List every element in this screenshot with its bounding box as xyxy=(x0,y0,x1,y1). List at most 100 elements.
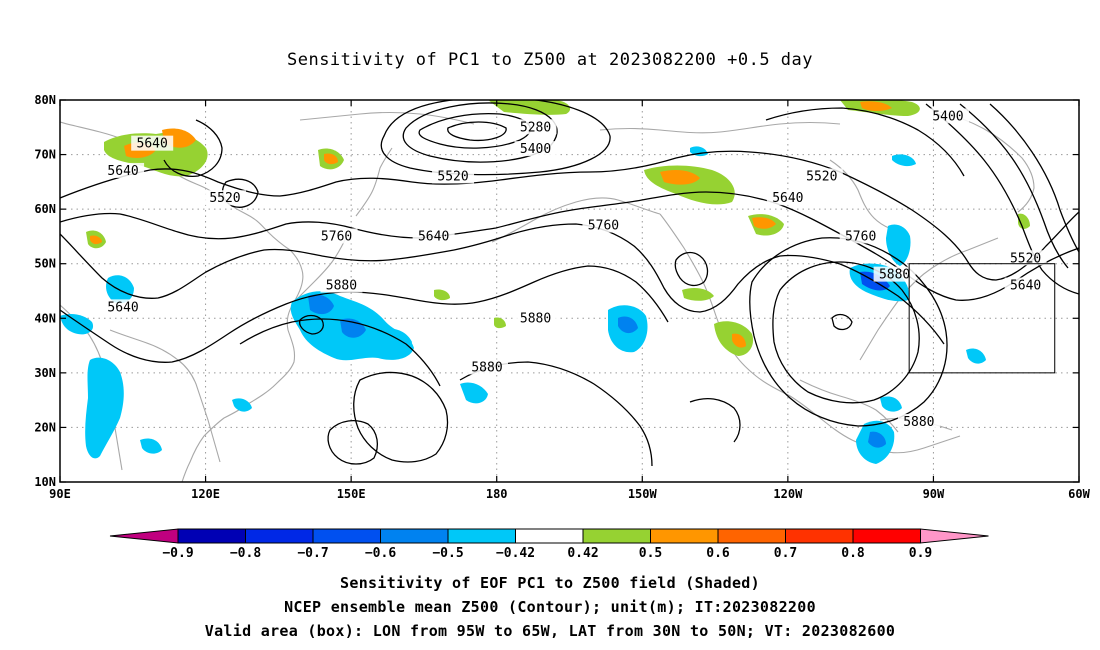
shade-negative xyxy=(880,396,902,412)
coastline-china-south xyxy=(109,329,221,463)
colorbar-label: 0.8 xyxy=(841,546,865,561)
contour-line xyxy=(831,313,853,331)
shade-negative xyxy=(378,328,412,352)
contour-label-bg xyxy=(1004,250,1047,266)
coastline-canada-arctic xyxy=(599,121,841,134)
contour-line xyxy=(327,419,379,465)
contour-line xyxy=(447,121,507,142)
shade-positive xyxy=(682,288,714,301)
contour-line xyxy=(298,314,324,335)
caption-shading: Sensitivity of EOF PC1 to Z500 field (Sh… xyxy=(340,574,760,592)
x-tick-label: 90E xyxy=(49,487,71,501)
axis-ticks: 90E 120E 150E 180 150W 120W 90W 60W 10N 20N 30N 40N… xyxy=(34,93,1090,501)
contour-line xyxy=(765,107,965,177)
y-tick-label: 40N xyxy=(34,311,56,325)
caption-valid-area: Valid area (box): LON from 95W to 65W, L… xyxy=(204,622,896,640)
shade-negative xyxy=(892,154,916,167)
y-tick-label: 70N xyxy=(34,148,56,162)
colorbar-label: 0.42 xyxy=(567,546,598,561)
valid-area-box xyxy=(908,263,1056,374)
colorbar-label: 0.5 xyxy=(639,546,662,561)
contour-label-bg xyxy=(203,190,246,206)
contour-label: 5880 xyxy=(520,311,551,326)
contour-label: 5520 xyxy=(806,169,837,184)
contour-labels: 5640 5640 5520 5280 5400 5520 5640 5760 5880 5640… xyxy=(102,108,1047,430)
colorbar-swatch xyxy=(312,528,381,544)
colorbar-swatch xyxy=(650,528,719,544)
contour-line xyxy=(353,371,449,463)
shade-positive xyxy=(324,153,338,165)
contour-label-bg xyxy=(412,228,455,244)
contour-label: 5640 xyxy=(1010,279,1041,294)
caption-contour: NCEP ensemble mean Z500 (Contour); unit(… xyxy=(284,598,816,616)
contour-line xyxy=(60,265,669,363)
colorbar-swatch xyxy=(380,528,449,544)
colorbar-label: 0.6 xyxy=(706,546,730,561)
shade-positive xyxy=(752,217,776,229)
contour-label-bg xyxy=(320,277,363,293)
colorbar-label: −0.9 xyxy=(162,546,193,561)
x-tick-label: 180 xyxy=(486,487,508,501)
contour-label: 5880 xyxy=(326,279,357,294)
colorbar-swatch xyxy=(582,528,651,544)
contour-label: 5400 xyxy=(520,142,551,157)
colorbar-swatch xyxy=(515,528,584,544)
colorbar-label: −0.7 xyxy=(297,546,328,561)
contour-label-bg xyxy=(514,119,557,135)
chart-title: Sensitivity of PC1 to Z500 at 2023082200… xyxy=(286,50,813,70)
x-tick-label: 120W xyxy=(773,487,803,501)
contour-label: 5760 xyxy=(588,219,619,234)
shade-negative xyxy=(60,314,94,335)
contour-line xyxy=(989,103,1079,253)
z500-contours xyxy=(60,100,1079,467)
contour-label: 5280 xyxy=(520,120,551,135)
y-tick-label: 60N xyxy=(34,202,56,216)
contour-label-bg xyxy=(839,228,882,244)
contour-label: 5640 xyxy=(418,229,449,244)
contour-label: 5640 xyxy=(137,137,168,152)
shade-negative xyxy=(868,431,886,448)
x-tick-label: 150W xyxy=(628,487,658,501)
contour-label-bg xyxy=(102,162,145,178)
coastline-japan xyxy=(295,237,347,301)
shade-negative xyxy=(85,357,124,459)
contour-label-bg xyxy=(315,228,358,244)
colorbar-arrow-left xyxy=(109,528,179,544)
contour-label-bg xyxy=(432,168,475,184)
colorbar-swatch xyxy=(852,528,921,544)
shade-negative xyxy=(966,348,986,364)
shade-negative xyxy=(106,275,134,304)
x-tick-label: 90W xyxy=(923,487,945,501)
shade-negative xyxy=(140,438,162,454)
map-border xyxy=(59,99,1080,483)
x-tick-label: 60W xyxy=(1068,487,1090,501)
colorbar: −0.9 −0.8 −0.7 −0.6 −0.5 −0.42 0.42 0.5 0.6 0.7 0.… xyxy=(109,528,989,561)
coastline-hudson xyxy=(829,159,903,233)
y-tick-label: 10N xyxy=(34,475,56,489)
contour-label: 5520 xyxy=(437,169,468,184)
contour-label: 5520 xyxy=(1010,251,1041,266)
contour-label-bg xyxy=(1004,277,1047,293)
colorbar-swatch xyxy=(785,528,854,544)
contour-label-bg xyxy=(131,135,174,151)
shade-negative xyxy=(308,294,334,315)
shade-negative xyxy=(618,316,638,334)
coastline-alaska xyxy=(491,197,661,243)
y-tick-label: 80N xyxy=(34,93,56,107)
colorbar-label: 0.9 xyxy=(909,546,932,561)
colorbar-swatch xyxy=(717,528,786,544)
contour-line xyxy=(60,191,1079,301)
colorbar-swatch xyxy=(177,528,246,544)
contour-line xyxy=(689,397,741,443)
colorbar-label: 0.7 xyxy=(774,546,797,561)
contour-label-bg xyxy=(873,266,916,282)
contour-label: 5640 xyxy=(107,300,138,315)
contour-label-bg xyxy=(897,413,940,429)
contour-label-bg xyxy=(800,168,843,184)
contour-label-bg xyxy=(766,190,809,206)
contour-label-bg xyxy=(466,359,509,375)
contour-label: 5640 xyxy=(107,164,138,179)
contour-label-bg xyxy=(514,310,557,326)
shade-positive xyxy=(732,333,746,348)
